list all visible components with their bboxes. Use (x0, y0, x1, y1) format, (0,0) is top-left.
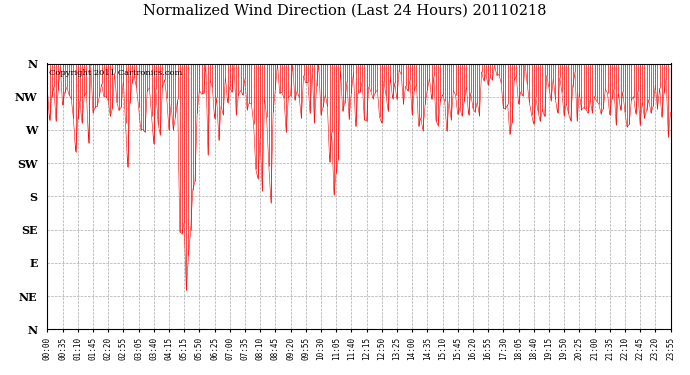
Text: Copyright 2011 Cartronics.com: Copyright 2011 Cartronics.com (48, 69, 182, 77)
Text: Normalized Wind Direction (Last 24 Hours) 20110218: Normalized Wind Direction (Last 24 Hours… (144, 4, 546, 18)
